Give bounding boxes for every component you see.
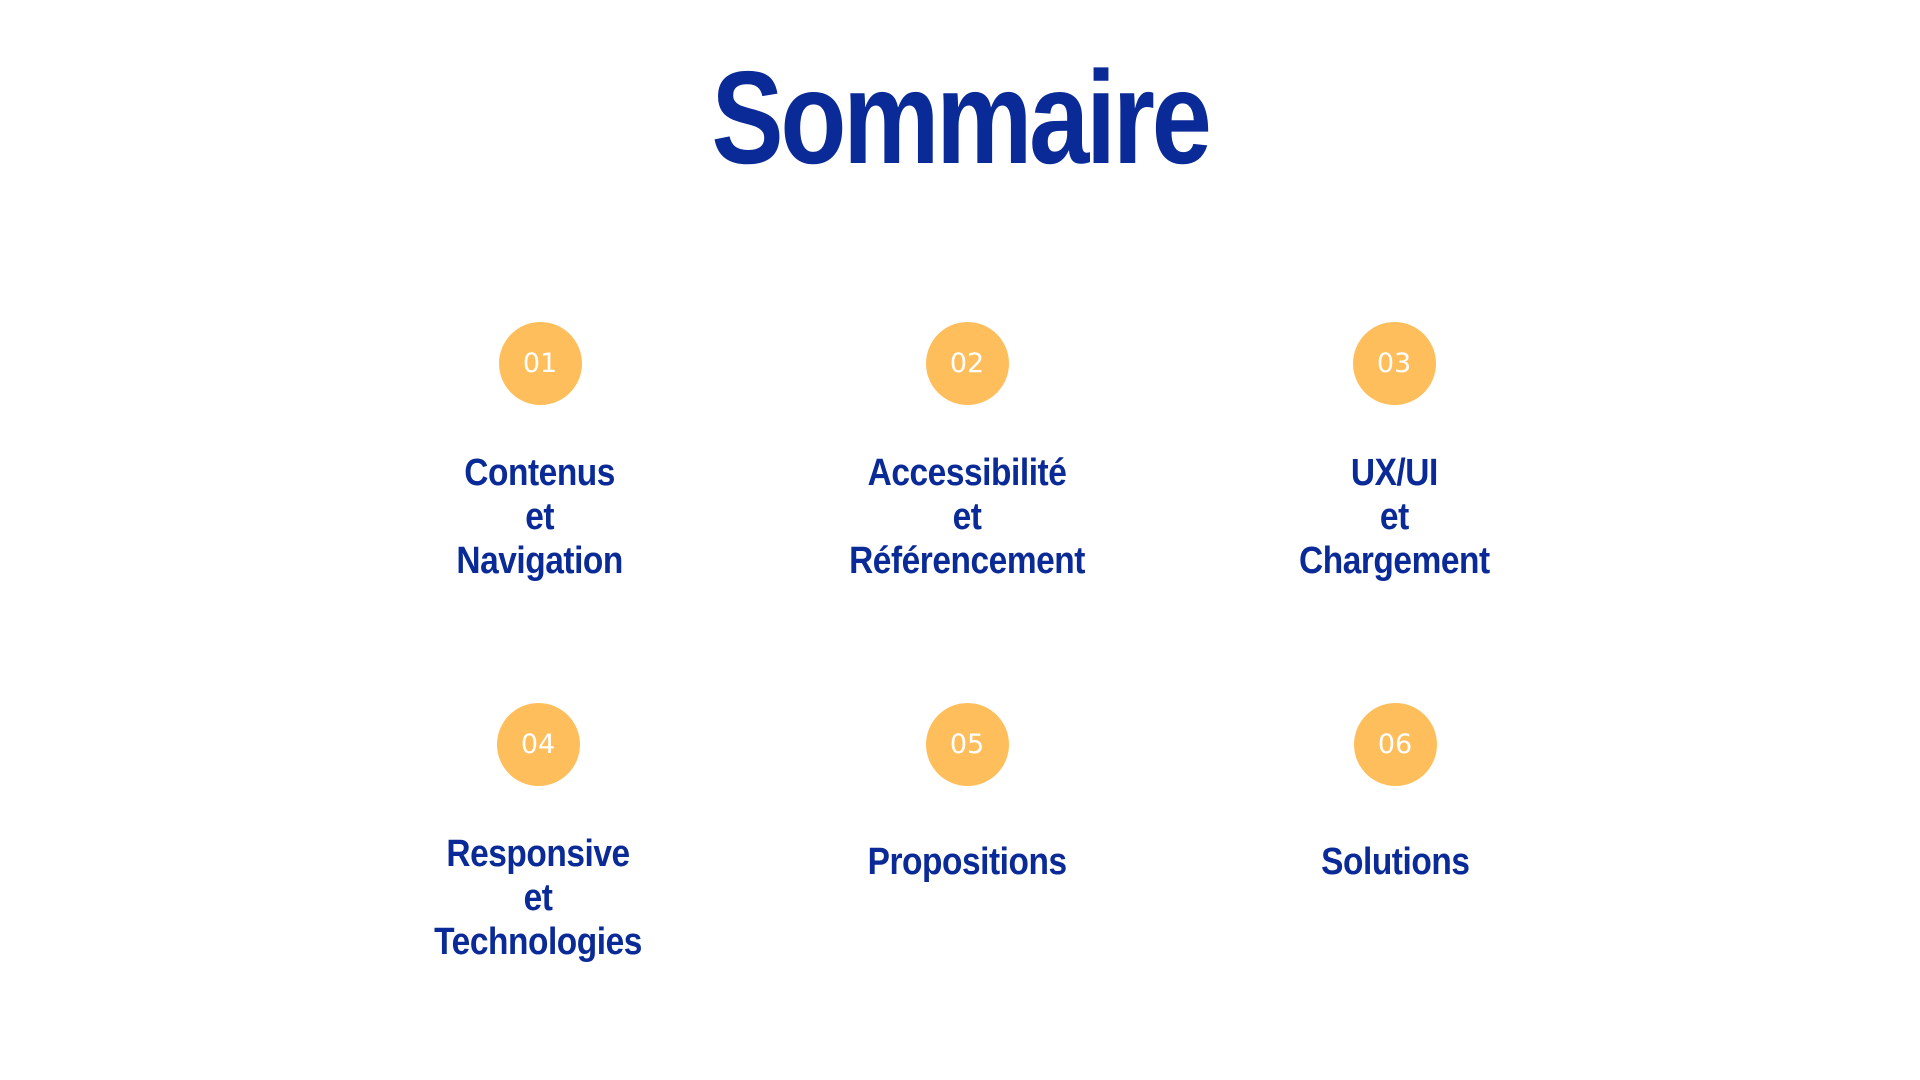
item-label-line: Accessibilité (867, 452, 1067, 494)
number-badge: 03 (1352, 322, 1436, 405)
summary-item-04: 04 Responsive et Technologies (348, 703, 728, 964)
item-label-line: UX/UI (1350, 452, 1438, 494)
item-label-line: Contenus (464, 452, 616, 494)
summary-item-03: 03 UX/UI et Chargement (1204, 322, 1584, 583)
item-label: Propositions (867, 840, 1067, 884)
summary-item-02: 02 Accessibilité et Référencement (777, 322, 1157, 583)
item-label: Contenus et Navigation (457, 451, 624, 583)
page-title: Sommaire (711, 44, 1211, 191)
number-badge: 02 (925, 322, 1009, 405)
summary-item-05: 05 Propositions (777, 703, 1157, 884)
item-label-line: et (952, 496, 982, 538)
summary-item-01: 01 Contenus et Navigation (350, 322, 730, 583)
number-badge: 04 (496, 703, 580, 786)
item-label: Accessibilité et Référencement (849, 451, 1085, 583)
item-label: Responsive et Technologies (434, 832, 642, 964)
number-badge: 01 (498, 322, 582, 405)
number-badge: 05 (925, 703, 1009, 786)
item-label-line: Navigation (456, 540, 624, 582)
item-label-line: Technologies (434, 921, 642, 963)
item-label-line: et (1379, 496, 1409, 538)
item-label-line: Chargement (1298, 540, 1490, 582)
item-label-line: et (523, 877, 553, 919)
item-label-line: Propositions (867, 841, 1067, 883)
number-badge: 06 (1353, 703, 1437, 786)
item-label: Solutions (1320, 840, 1470, 884)
item-label: UX/UI et Chargement (1299, 451, 1490, 583)
item-label-line: Responsive (446, 833, 630, 875)
item-label-line: Référencement (849, 540, 1085, 582)
item-label-line: et (525, 496, 555, 538)
item-label-line: Solutions (1320, 841, 1470, 883)
summary-item-06: 06 Solutions (1205, 703, 1585, 884)
